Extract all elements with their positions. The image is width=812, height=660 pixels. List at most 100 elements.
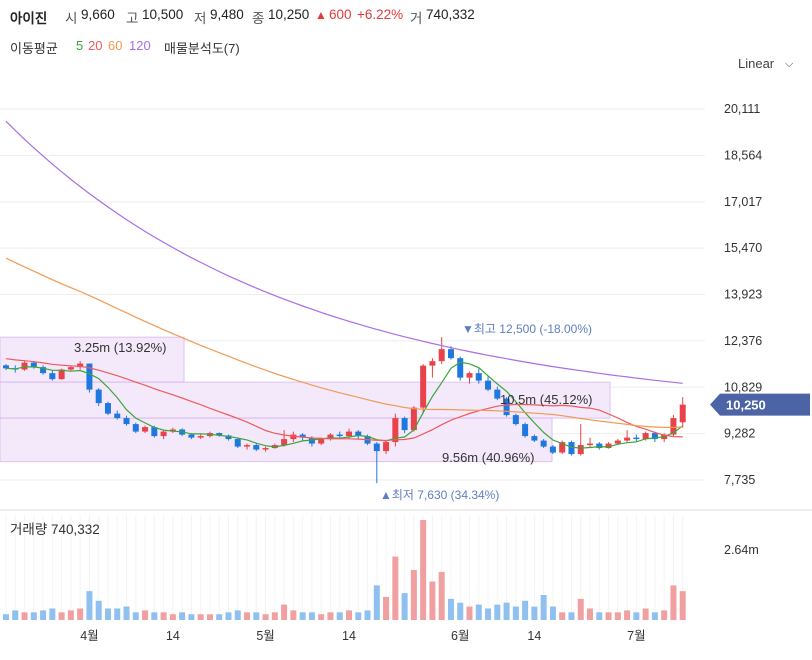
volume-bar [281,604,288,620]
candle-body [605,443,612,449]
ma120-label[interactable]: 120 [129,38,151,53]
candle-body [40,367,47,374]
candle-body [633,437,640,440]
candle-body [216,433,223,436]
y-tick-label: 9,282 [724,427,755,441]
y-tick-label: 7,735 [724,473,755,487]
volume-bar [540,595,547,620]
volume-bar [670,585,677,620]
volume-bar [587,608,594,620]
candle-body [253,445,260,450]
scale-mode-select[interactable]: Linear [738,56,775,71]
volume-bar [95,600,102,620]
x-tick-label: 7월 [627,629,645,643]
ma60-line [5,257,683,428]
stock-header: 아이진 시 9,660 고 10,500 저 9,480 종 10,250 ▲ … [0,0,812,32]
volume-bar [503,602,510,620]
volume-bar [114,608,121,620]
candle-body [336,434,343,437]
volume-bar [568,612,575,620]
volume-bar [651,612,658,620]
volume-bar [679,591,686,620]
candle-body [642,433,649,440]
volume-bar [12,610,19,620]
candle-body [568,442,575,455]
y-tick-label: 17,017 [724,195,762,209]
volume-bar [327,612,334,620]
volume-bar [485,608,492,620]
volume-bar [169,614,176,620]
volume-bar [345,610,352,620]
last-price-tag [710,393,810,416]
candle-body [104,403,111,414]
volume-bar [225,612,232,620]
stock-name: 아이진 [10,11,48,26]
y-tick-label: 20,111 [724,102,760,116]
volume-bar [438,571,445,620]
volume-bar [420,520,427,620]
candle-body [420,365,427,408]
x-tick-label: 14 [166,629,180,643]
volume-bar [633,612,640,620]
candle-body [86,363,93,390]
volume-bar [531,606,538,620]
ma5-line [5,361,684,449]
volume-bar [318,614,325,620]
volume-bar [401,593,408,620]
chevron-down-icon[interactable]: ⌵ [785,58,794,70]
volume-bar [244,612,251,620]
candle-body [679,404,686,423]
candle-body [345,431,352,437]
change-value: 600 [329,7,352,22]
moving-average-lines [5,120,684,449]
candle-body [355,431,362,437]
change-up-icon: ▲ [315,8,327,22]
candle-body [401,418,408,431]
volume-bar [364,610,371,620]
volume-bar [58,612,65,620]
candle-body [151,427,158,437]
volume-bar [151,612,158,620]
candle-body [457,358,464,378]
candle-body [188,434,195,438]
volume-bar [253,612,260,620]
candle-body [410,407,417,431]
ma5-label[interactable]: 5 [76,38,84,53]
volume-bar [512,606,519,620]
candle-body [30,362,37,368]
volume-bar [596,612,603,620]
candle-body [670,418,677,435]
candle-body [475,373,482,381]
ma60-label[interactable]: 60 [108,38,123,53]
volume-bar [40,610,47,620]
candle-body [3,365,9,369]
volume-bar [262,614,269,620]
candle-body [522,424,529,437]
volume-bar [86,591,93,620]
volume-bar [549,606,556,620]
last-price-label: 10,250 [726,398,766,413]
volume-bar [429,581,436,620]
ma20-label[interactable]: 20 [88,38,103,53]
x-tick-label: 14 [342,629,356,643]
candle-body [262,448,269,450]
candle-body [21,362,28,370]
volume-bar [466,606,473,620]
volume-bar [392,556,399,620]
profile-band-label: 10.5m (45.12%) [500,392,593,407]
moving-average-legend[interactable]: 이동평균 5 20 60 120 매물분석도(7) [0,36,400,56]
volume-bar [624,610,631,620]
y-tick-label: 12,376 [724,334,762,348]
y-tick-label: 15,470 [724,241,762,255]
volume-bar [373,585,380,620]
candle-body [494,389,501,399]
volume-bar [299,612,306,620]
volume-bar [522,600,529,620]
open-label: 시 [65,11,78,26]
ma20-line [5,358,683,442]
candle-body [531,436,538,441]
high-value: 10,500 [142,7,184,22]
profile-label[interactable]: 매물분석도(7) [164,41,240,56]
candle-body [466,373,473,378]
